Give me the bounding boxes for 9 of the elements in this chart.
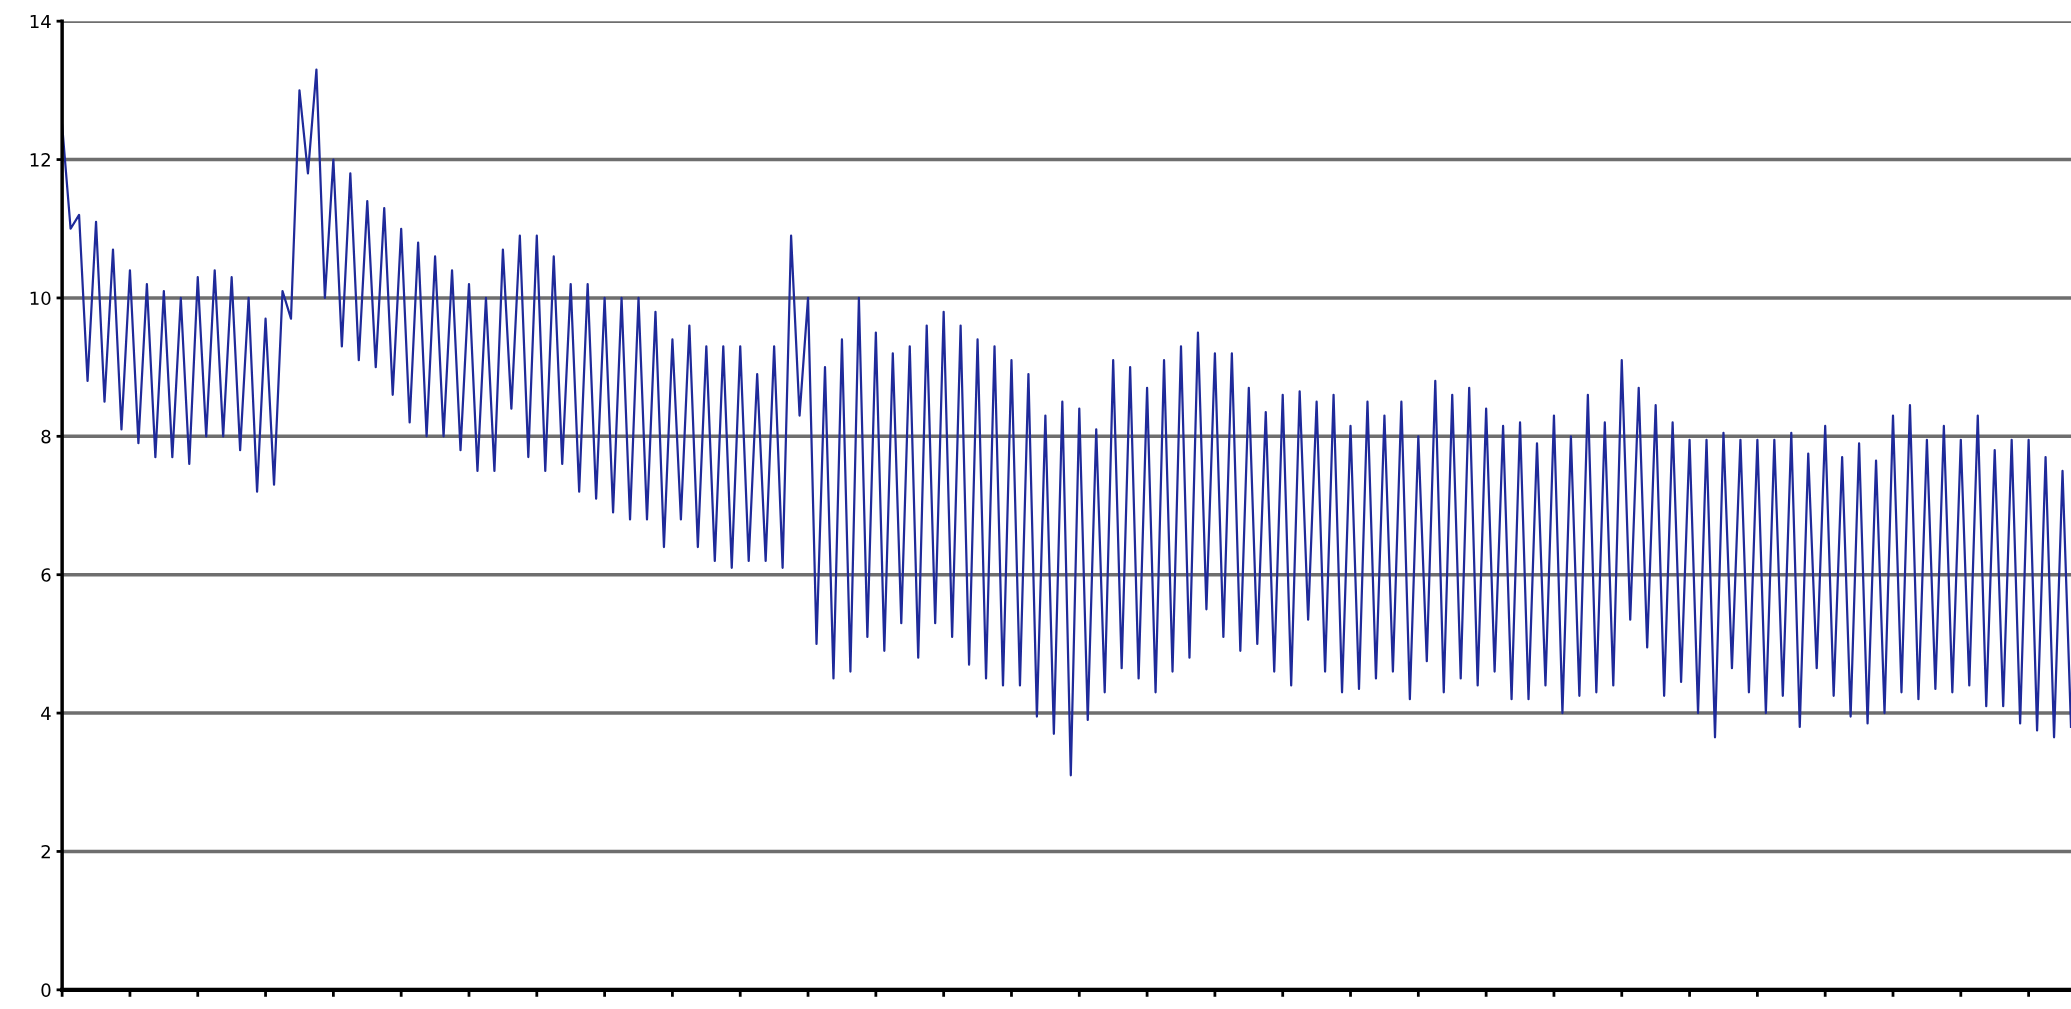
y-tick-label: 2 bbox=[41, 844, 50, 859]
y-tick-label: 0 bbox=[41, 983, 51, 997]
y-tick-label: 8 bbox=[41, 429, 51, 444]
y-tick-label: 14 bbox=[30, 14, 51, 29]
line-series bbox=[62, 68, 2071, 777]
y-tick-label: 12 bbox=[30, 153, 50, 167]
y-tick-label: 6 bbox=[41, 568, 51, 582]
y-tick-label: 10 bbox=[30, 291, 51, 306]
y-tick-label: 4 bbox=[41, 706, 51, 720]
